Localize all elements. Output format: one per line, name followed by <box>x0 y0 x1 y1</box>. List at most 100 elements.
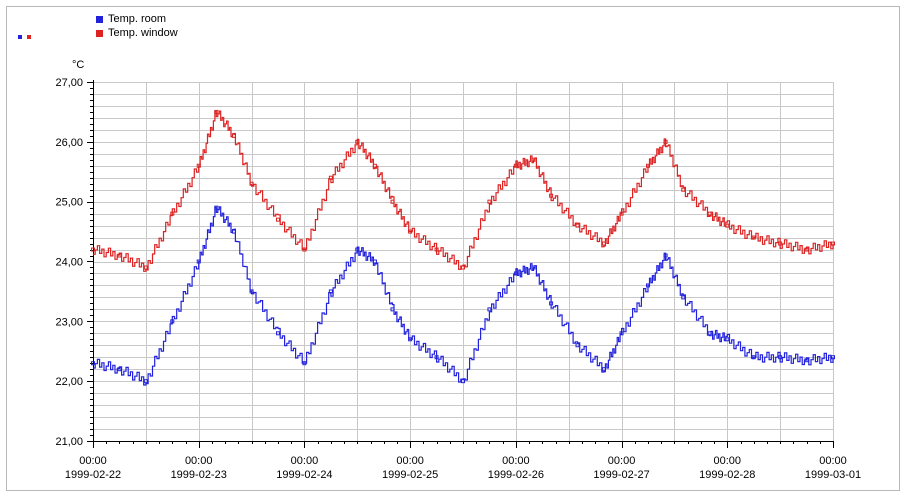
data-point-window <box>549 193 554 198</box>
data-point-window <box>196 163 201 168</box>
data-point-window <box>249 181 254 186</box>
data-point-window <box>487 199 492 204</box>
y-tick-label: 22,00 <box>55 376 83 388</box>
tick-labels: 21,00 22,00 23,00 24,00 25,00 26,00 27,00 °C 00:… <box>55 59 861 481</box>
data-point-window <box>575 223 580 228</box>
data-point-room <box>170 319 175 324</box>
legend-toggle-red-marker <box>27 35 31 39</box>
y-tick-label: 25,00 <box>55 197 83 209</box>
x-tick-date: 1999-02-22 <box>65 469 121 481</box>
legend-toggle-blue-marker <box>18 35 22 39</box>
data-point-room <box>531 265 536 270</box>
legend-label-room: Temp. room <box>108 12 167 25</box>
legend-item[interactable]: Temp. room <box>96 12 178 26</box>
axes <box>87 80 834 448</box>
data-point-window <box>681 187 686 192</box>
data-point-window <box>372 163 377 168</box>
grid-lines <box>93 82 834 442</box>
legend-label-window: Temp. window <box>108 26 178 39</box>
data-point-room <box>487 307 492 312</box>
data-point-room <box>681 295 686 300</box>
x-tick-time: 00:00 <box>79 455 107 467</box>
data-point-window <box>434 247 439 252</box>
x-tick-time: 00:00 <box>185 455 213 467</box>
data-point-room <box>214 205 219 210</box>
data-point-window <box>276 217 280 222</box>
y-tick-label: 21,00 <box>55 436 83 448</box>
y-tick-label: 23,00 <box>55 316 83 328</box>
y-axis-unit: °C <box>72 59 84 71</box>
data-point-window <box>778 241 783 246</box>
data-point-room <box>196 259 201 264</box>
data-point-room <box>831 355 835 360</box>
data-point-window <box>663 139 668 144</box>
data-point-room <box>707 331 712 336</box>
data-point-room <box>725 337 730 342</box>
data-point-window <box>707 211 712 216</box>
data-point-window <box>214 109 219 114</box>
legend: Temp. room Temp. window <box>96 12 178 40</box>
data-point-room <box>231 229 236 234</box>
data-point-room <box>143 379 148 384</box>
series-line-room <box>93 206 834 386</box>
data-point-room <box>328 289 333 294</box>
x-tick-time: 00:00 <box>714 455 742 467</box>
data-point-window <box>601 241 606 246</box>
x-tick-time: 00:00 <box>819 455 847 467</box>
data-point-window <box>804 247 809 252</box>
x-tick-date: 1999-02-24 <box>276 469 332 481</box>
data-point-room <box>751 355 756 360</box>
legend-toggle[interactable] <box>18 26 36 44</box>
data-point-room <box>575 343 580 348</box>
data-point-window <box>831 241 835 246</box>
data-point-window <box>170 211 175 216</box>
data-point-room <box>549 301 554 306</box>
series-line-window <box>93 110 834 272</box>
legend-swatch-room <box>96 15 103 23</box>
data-point-room <box>355 247 360 252</box>
data-point-window <box>328 175 333 180</box>
data-point-window <box>646 163 650 168</box>
data-point-room <box>390 307 395 312</box>
legend-item[interactable]: Temp. window <box>96 26 178 40</box>
data-point-window <box>355 139 360 144</box>
data-point-window <box>91 247 95 252</box>
series-group <box>91 109 835 386</box>
data-point-room <box>663 253 668 258</box>
data-point-room <box>276 331 280 336</box>
data-point-window <box>143 265 148 270</box>
x-tick-date: 1999-02-28 <box>699 469 755 481</box>
data-point-window <box>531 157 536 162</box>
data-point-room <box>302 361 307 366</box>
data-point-window <box>117 253 122 258</box>
data-point-window <box>513 163 518 168</box>
data-point-room <box>513 271 518 276</box>
x-tick-date: 1999-03-01 <box>805 469 861 481</box>
x-tick-date: 1999-02-25 <box>382 469 438 481</box>
x-tick-time: 00:00 <box>502 455 530 467</box>
data-point-room <box>778 355 783 360</box>
data-point-room <box>249 289 254 294</box>
data-point-window <box>408 229 413 234</box>
data-point-window <box>725 223 730 228</box>
data-point-room <box>646 283 650 288</box>
data-point-window <box>390 199 395 204</box>
data-point-room <box>601 367 606 372</box>
data-point-room <box>619 331 624 336</box>
x-tick-date: 1999-02-27 <box>593 469 649 481</box>
x-tick-time: 00:00 <box>291 455 319 467</box>
y-tick-label: 27,00 <box>55 77 83 89</box>
data-point-window <box>231 133 236 138</box>
data-point-window <box>302 247 307 252</box>
data-point-room <box>408 337 413 342</box>
data-point-room <box>434 355 439 360</box>
x-tick-time: 00:00 <box>396 455 424 467</box>
data-point-window <box>619 211 624 216</box>
y-tick-label: 26,00 <box>55 137 83 149</box>
y-tick-label: 24,00 <box>55 257 83 269</box>
data-point-room <box>461 379 465 384</box>
data-point-room <box>372 259 377 264</box>
data-point-window <box>751 235 756 240</box>
data-point-room <box>117 367 122 372</box>
